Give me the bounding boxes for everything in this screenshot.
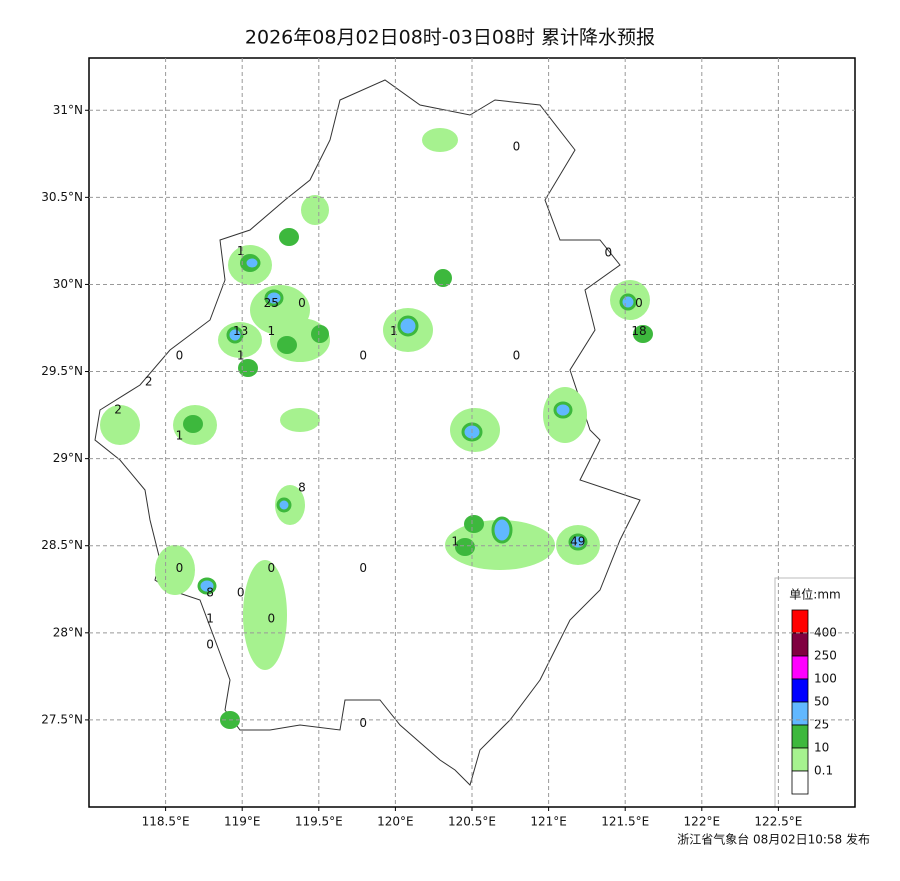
station-value: 1 — [237, 244, 245, 258]
legend-level: 0.1 — [814, 764, 833, 778]
station-value: 0 — [237, 585, 245, 599]
station-value: 0 — [513, 348, 521, 362]
legend-title: 单位:mm — [789, 587, 840, 602]
legend-level: 10 — [814, 741, 829, 755]
lon-tick-label: 122.5°E — [754, 815, 802, 829]
station-value: 1 — [267, 324, 275, 338]
station-value: 0 — [605, 246, 613, 260]
footer: 浙江省气象台 08月02日10:58 发布 — [677, 832, 870, 847]
station-value: 0 — [176, 348, 184, 362]
station-value: 0 — [359, 561, 367, 575]
station-value: 1 — [390, 324, 398, 338]
station-value: 8 — [206, 585, 214, 599]
legend-swatch — [791, 632, 809, 657]
station-value: 1 — [176, 428, 184, 442]
station-value: 18 — [631, 324, 646, 338]
legend-swatch — [791, 609, 809, 634]
station-value: 0 — [513, 139, 521, 153]
lon-tick-label: 121°E — [530, 815, 567, 829]
station-value: 2 — [114, 402, 122, 416]
legend-level: 250 — [814, 649, 837, 663]
legend-level: 50 — [814, 695, 829, 709]
lat-tick-label: 29.5°N — [41, 364, 83, 378]
legend-swatch — [791, 701, 809, 726]
station-value: 0 — [206, 638, 214, 652]
station-value: 0 — [635, 296, 643, 310]
lat-tick-label: 29°N — [53, 451, 83, 465]
station-value: 0 — [267, 611, 275, 625]
lat-tick-label: 27.5°N — [41, 712, 83, 726]
legend-swatch — [791, 655, 809, 680]
lat-tick-label: 28°N — [53, 625, 83, 639]
lat-tick-label: 31°N — [53, 103, 83, 117]
station-value: 13 — [233, 324, 248, 338]
legend-swatch — [791, 770, 809, 795]
station-value: 2 — [145, 374, 153, 388]
lon-tick-label: 118.5°E — [142, 815, 190, 829]
lon-tick-label: 119°E — [224, 815, 261, 829]
station-value: 49 — [570, 535, 585, 549]
legend-level: 100 — [814, 672, 837, 686]
station-value: 1 — [237, 348, 245, 362]
station-value: 0 — [298, 296, 306, 310]
station-value: 0 — [176, 561, 184, 575]
lon-tick-label: 122°E — [684, 815, 721, 829]
heavy-rain — [197, 255, 637, 595]
legend-swatch — [791, 724, 809, 749]
lon-tick-label: 119.5°E — [295, 815, 343, 829]
legend-swatch — [791, 747, 809, 772]
title: 2026年08月02日08时-03日08时 累计降水预报 — [245, 27, 655, 49]
station-value: 1 — [206, 611, 214, 625]
lat-tick-label: 30.5°N — [41, 190, 83, 204]
station-value: 0 — [267, 561, 275, 575]
station-value: 0 — [359, 716, 367, 730]
station-value: 25 — [264, 296, 279, 310]
station-value: 1 — [451, 535, 459, 549]
legend-level: 25 — [814, 718, 829, 732]
lon-tick-label: 120.5°E — [448, 815, 496, 829]
lat-tick-label: 30°N — [53, 277, 83, 291]
station-value: 0 — [359, 348, 367, 362]
lon-tick-label: 121.5°E — [601, 815, 649, 829]
rain-areas — [94, 79, 653, 786]
lat-tick-label: 28.5°N — [41, 538, 83, 552]
station-value: 8 — [298, 481, 306, 495]
legend-swatch — [791, 678, 809, 703]
lon-tick-label: 120°E — [377, 815, 414, 829]
